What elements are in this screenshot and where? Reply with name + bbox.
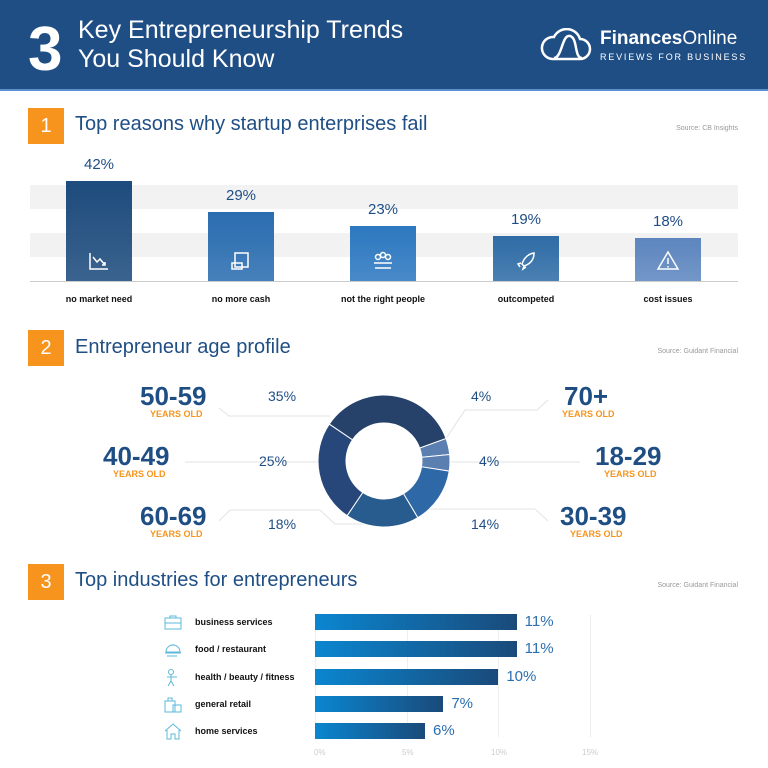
section-source-3: Source: Guidant Financial: [657, 582, 738, 589]
house-icon: [163, 722, 183, 740]
pct-30-39: 14%: [471, 516, 500, 532]
donut-segment-50-59: [328, 394, 447, 449]
chart1-baseline: [30, 281, 738, 282]
age-label-30-39: 30-39: [560, 501, 627, 531]
industry-bar: [315, 668, 499, 685]
category-label: cost issues: [643, 294, 693, 304]
warning-icon: [656, 250, 680, 270]
years-old-label: YEARS OLD: [113, 469, 166, 479]
bar-no-market-need: [66, 181, 132, 281]
brand-name-bold: Finances: [600, 28, 683, 49]
x-tick: 15%: [582, 748, 599, 757]
section-number-2: 2: [28, 330, 64, 366]
pct-18-29: 4%: [479, 453, 500, 469]
briefcase-icon: [163, 613, 183, 631]
pct-50-59: 35%: [268, 388, 297, 404]
bar-not-the-right-people: [350, 226, 416, 281]
age-label-18-29: 18-29: [595, 441, 662, 471]
bar-value-label: 29%: [225, 186, 257, 204]
page-title: Key Entrepreneurship Trends You Should Kn…: [78, 16, 403, 74]
section-source-1: Source: CB Insights: [676, 125, 738, 132]
bar-value-label: 42%: [83, 156, 115, 174]
industry-value: 7%: [451, 694, 474, 712]
brand-logo[interactable]: FinancesOnline REVIEWS FOR BUSINESS: [538, 28, 747, 62]
category-label: outcompeted: [497, 294, 555, 304]
industry-label: home services: [195, 726, 258, 737]
age-label-40-49: 40-49: [103, 441, 170, 471]
industry-value: 11%: [524, 613, 554, 630]
pct-60-69: 18%: [268, 516, 297, 532]
brand-name-light: Online: [682, 28, 738, 49]
industry-bar: [315, 614, 517, 630]
years-old-label: YEARS OLD: [562, 409, 615, 419]
background-stripe: [30, 185, 738, 209]
age-label-60-69: 60-69: [140, 501, 207, 531]
leader-line: [218, 407, 330, 417]
fitness-person-icon: [163, 668, 183, 686]
industry-bar: [315, 641, 517, 658]
industry-bar: [315, 695, 444, 712]
food-cloche-icon: [163, 640, 183, 658]
bar-value-label: 18%: [652, 213, 684, 231]
bar-cost-issues: [635, 238, 701, 281]
age-label-50-59: 50-59: [140, 381, 207, 411]
category-label: no more cash: [211, 294, 271, 304]
brand-tagline: REVIEWS FOR BUSINESS: [600, 52, 748, 62]
industry-bar: [315, 723, 425, 740]
bar-value-label: 19%: [510, 210, 542, 228]
years-old-label: YEARS OLD: [570, 529, 623, 539]
title-line-1: Key Entrepreneurship Trends: [78, 16, 404, 44]
x-tick: 10%: [491, 748, 508, 757]
header-number: 3: [28, 15, 63, 84]
industry-label: food / restaurant: [195, 644, 267, 655]
leader-line: [446, 399, 549, 438]
section-title-2: Entrepreneur age profile: [75, 336, 291, 358]
leader-line: [218, 509, 384, 525]
leader-line: [420, 508, 549, 522]
x-tick: 5%: [402, 748, 414, 757]
years-old-label: YEARS OLD: [150, 529, 203, 539]
age-label-70-plus: 70+: [564, 381, 609, 411]
bar-value-label: 23%: [367, 201, 399, 219]
cash-icon: [231, 252, 249, 270]
years-old-label: YEARS OLD: [604, 469, 657, 479]
gridline: [590, 615, 591, 737]
x-tick: 0%: [314, 748, 326, 757]
section-number-1: 1: [28, 108, 64, 144]
title-line-2: You Should Know: [78, 45, 275, 73]
section-title-1: Top reasons why startup enterprises fail: [75, 113, 428, 135]
section-number-3: 3: [28, 564, 64, 600]
industry-value: 6%: [433, 722, 455, 740]
shopping-bags-icon: [163, 695, 183, 713]
section-title-3: Top industries for entrepreneurs: [75, 569, 358, 591]
section-source-2: Source: Guidant Financial: [657, 348, 738, 355]
industry-value: 10%: [506, 667, 537, 685]
people-icon: [374, 251, 392, 269]
years-old-label: YEARS OLD: [150, 409, 203, 419]
industry-label: health / beauty / fitness: [195, 671, 295, 682]
industry-label: general retail: [195, 698, 252, 709]
bar-outcompeted: [493, 235, 559, 281]
donut-segment-40-49: [317, 423, 364, 517]
pct-70-plus: 4%: [471, 388, 492, 404]
pct-40-49: 25%: [259, 453, 288, 469]
industry-label: business services: [195, 617, 273, 627]
declining-chart-icon: [89, 252, 108, 270]
category-label: not the right people: [341, 294, 425, 304]
category-label: no market need: [65, 294, 133, 304]
rocket-icon: [516, 252, 535, 271]
industry-value: 11%: [524, 640, 554, 658]
cloud-logo-icon: [540, 28, 592, 61]
gridline: [498, 615, 499, 737]
header-banner: 3 Key Entrepreneurship Trends You Should …: [0, 0, 768, 91]
bar-no-more-cash: [208, 211, 274, 281]
